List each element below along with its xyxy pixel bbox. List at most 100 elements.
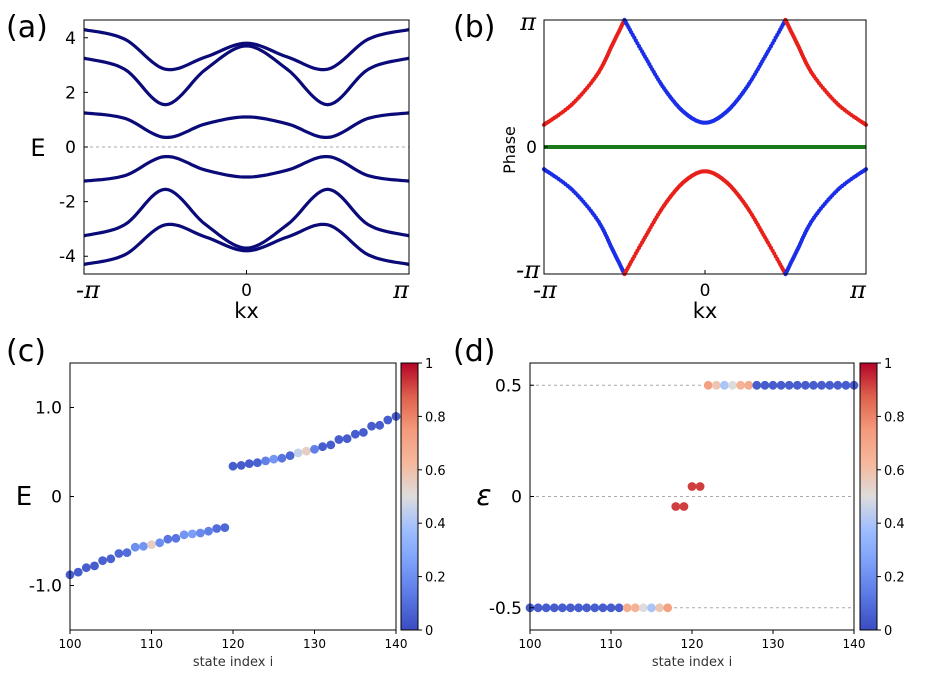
state-point [285,451,295,460]
colorbar-tick-label: 0.2 [884,571,905,586]
y-ticks: 1.0 0 -1.0 [29,399,74,597]
y-ticks: π 0 -π [516,8,548,284]
x-axis-label: state index i [652,655,732,670]
y-tick-label: 0 [51,488,62,508]
colorbar-tick-label: 0.6 [884,464,905,479]
state-point [383,415,393,425]
colorbar-tick-label: 0 [884,624,892,639]
state-point [220,523,230,532]
state-point [574,603,583,613]
x-tick-minus-pi: -π [76,276,101,304]
y-tick-label: 2 [65,83,76,103]
colorbar-ticks: 1 0.8 0.6 0.4 0.2 0 [877,357,905,639]
state-point [736,380,745,390]
y-tick-label: 1.0 [35,399,62,419]
y-axis-label: E [16,482,32,512]
state-point [98,556,107,565]
y-ticks: 4 2 0 -2 -4 [59,29,88,267]
state-point [171,533,181,543]
x-tick-label: 140 [843,637,866,651]
state-point [792,380,802,390]
band-line-3 [83,111,410,139]
colorbar-tick-label: 0.2 [425,571,446,586]
phase-branch-6 [783,167,869,277]
state-point [253,458,262,468]
state-point [630,603,640,613]
state-point [350,429,360,439]
state-point [590,603,600,613]
state-point [647,603,656,613]
state-point [533,603,543,613]
state-point [204,526,213,536]
panel-a-letter: (a) [6,10,48,45]
state-point [277,453,287,463]
state-point [663,603,673,613]
panel-a: 4 2 0 -2 -4 -π 0 π kx E [30,19,410,323]
x-axis-label: kx [693,299,718,323]
state-point [318,442,327,452]
x-tick-label: 120 [222,637,245,651]
state-point [784,380,794,390]
y-tick-minus-pi: -π [516,256,541,284]
state-point [261,456,270,466]
y-tick-label: 0 [65,138,76,158]
band-line-2 [83,44,410,107]
state-point [187,529,197,539]
x-tick-label: 100 [519,637,542,651]
state-point [655,603,664,613]
x-tick-0: 0 [241,281,252,301]
state-point [106,554,116,564]
state-point [212,524,222,533]
state-point [228,461,238,471]
state-point [196,528,205,538]
state-point [302,446,311,456]
state-point [139,541,148,551]
state-point [768,380,778,390]
x-tick-minus-pi: -π [533,276,558,304]
colorbar-tick-label: 0.6 [425,464,446,479]
state-point [81,563,91,573]
state-point [147,540,156,549]
panel-b-letter: (b) [453,10,495,45]
band-lines [83,28,410,266]
state-point [720,380,729,390]
colorbar-ticks: 1 0.8 0.6 0.4 0.2 0 [418,357,446,639]
colorbar [859,362,878,631]
state-point [549,603,559,613]
band-line-6 [83,222,410,266]
y-tick-0: 0 [526,138,537,158]
colorbar-tick-label: 1 [884,357,892,372]
state-point [269,454,279,464]
state-point [614,603,624,613]
band-line-4 [83,155,410,183]
y-tick-label: 0.5 [495,376,522,396]
state-point [606,603,616,613]
state-point [236,461,246,470]
state-point [375,420,385,430]
state-point [155,538,165,548]
state-point [342,434,352,443]
phase-points [541,17,869,277]
state-point [728,380,737,390]
colorbar-tick-label: 0 [425,624,433,639]
state-point [122,548,132,557]
y-tick-label: 0 [511,488,522,508]
state-point [817,380,826,390]
colorbar-tick-label: 0.4 [884,517,905,532]
x-tick-label: 140 [385,637,408,651]
y-tick-label: 4 [65,29,76,49]
state-point [130,542,140,552]
colorbar-tick-label: 0.8 [884,410,905,425]
phase-branch-4 [541,167,627,277]
state-point [541,603,551,613]
x-ticks: 100 110 120 130 140 [519,630,866,651]
y-tick-label: -2 [59,193,76,213]
state-points [65,412,401,580]
x-tick-label: 110 [140,637,163,651]
state-point [752,380,762,390]
x-axis-label: state index i [193,655,273,670]
x-tick-label: 110 [600,637,623,651]
state-point [90,561,99,571]
y-axis-label: Phase [500,126,519,174]
